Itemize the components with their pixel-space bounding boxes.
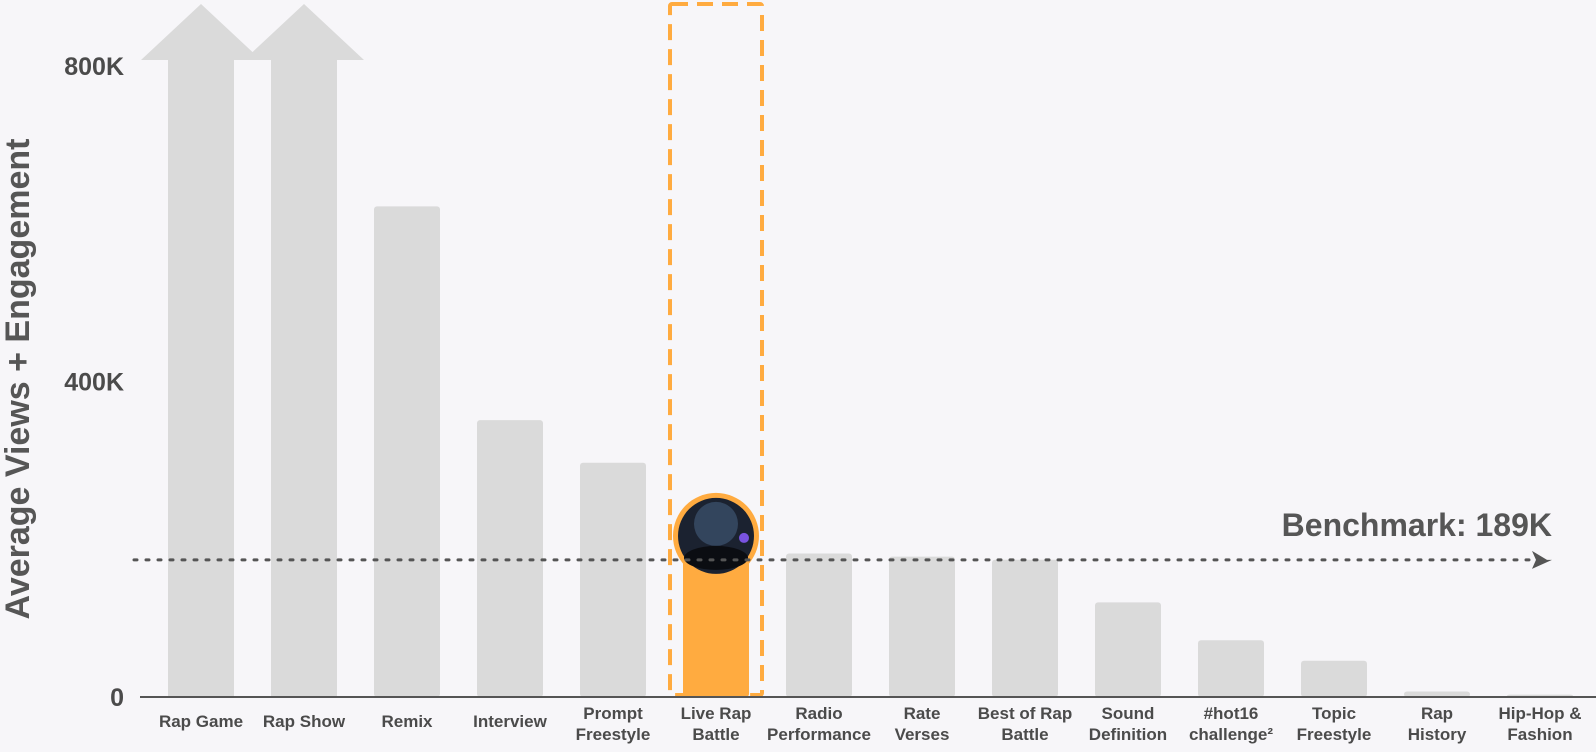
bar — [580, 462, 646, 697]
category-label: Remix — [381, 712, 433, 731]
bar-arrow — [244, 4, 364, 697]
category-label: Fashion — [1507, 725, 1572, 744]
bar — [889, 556, 955, 697]
category-label: Battle — [1001, 725, 1048, 744]
bar — [374, 206, 440, 697]
y-tick-label: 800K — [64, 53, 124, 81]
marker-thumbnail-light — [739, 532, 749, 543]
category-label: History — [1408, 725, 1467, 744]
marker-thumbnail-stage — [694, 501, 738, 546]
bar — [1095, 602, 1161, 697]
category-label: Definition — [1089, 725, 1167, 744]
benchmark: Benchmark: 189K — [132, 507, 1552, 569]
category-label: Freestyle — [1297, 725, 1372, 744]
category-label: Rap — [1421, 704, 1453, 723]
bars — [141, 4, 1573, 697]
category-label: Rate — [904, 704, 941, 723]
bar — [683, 547, 749, 697]
category-label: Rap Show — [263, 712, 346, 731]
benchmark-label: Benchmark: 189K — [1282, 507, 1552, 543]
category-label: Hip-Hop & — [1498, 704, 1581, 723]
bar — [992, 559, 1058, 697]
category-label: Freestyle — [576, 725, 651, 744]
bar — [1404, 691, 1470, 697]
bar-arrow — [141, 4, 261, 697]
bar — [786, 553, 852, 697]
category-label: Verses — [895, 725, 950, 744]
category-label: Radio — [795, 704, 842, 723]
bar — [477, 420, 543, 697]
bar — [1198, 640, 1264, 697]
category-label: Best of Rap — [978, 704, 1072, 723]
category-label: Prompt — [583, 704, 643, 723]
category-label: Interview — [473, 712, 547, 731]
y-tick-label: 400K — [64, 369, 124, 397]
category-label: Performance — [767, 725, 871, 744]
category-label: Live Rap — [681, 704, 752, 723]
highlight-frame — [668, 2, 764, 697]
category-label: #hot16 — [1204, 704, 1259, 723]
highlight-overlay — [668, 2, 764, 697]
bar — [1301, 660, 1367, 697]
marker-thumbnail-crowd — [684, 545, 748, 570]
y-tick-label: 0 — [110, 684, 124, 712]
y-axis-ticks: 0 400K 800K — [64, 53, 124, 712]
category-label: Rap Game — [159, 712, 243, 731]
category-label: Topic — [1312, 704, 1356, 723]
category-label: Battle — [692, 725, 739, 744]
category-label: challenge² — [1189, 725, 1273, 744]
y-axis-title: Average Views + Engagement — [0, 139, 37, 620]
category-labels: Rap Game Rap Show Remix Interview Prompt Free… — [159, 704, 1582, 744]
benchmark-arrowhead — [1532, 550, 1552, 569]
category-label: Sound — [1102, 704, 1155, 723]
